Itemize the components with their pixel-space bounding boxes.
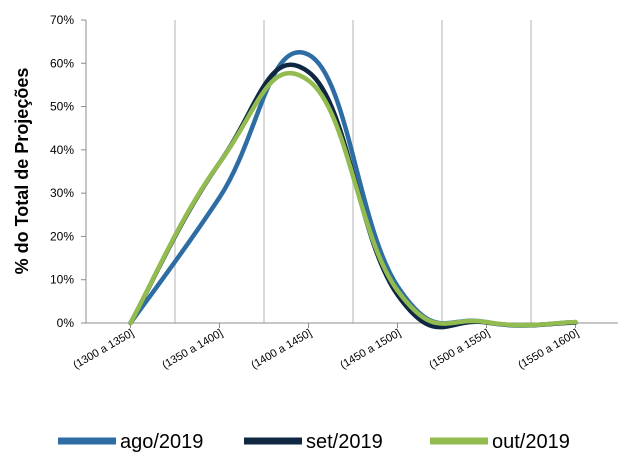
x-tick-label: (1450 a 1500] xyxy=(338,327,403,371)
legend-label-1: ago/2019 xyxy=(120,431,203,453)
y-tick-label: 50% xyxy=(50,100,74,114)
series-lines xyxy=(128,50,578,330)
y-tick-label: 0% xyxy=(57,316,75,330)
x-axis-ticks: (1300 a 1350] (1350 a 1400] (1400 a 1450] (… xyxy=(71,323,581,372)
y-axis-label: % do Total de Projeções xyxy=(12,68,32,275)
y-tick-label: 10% xyxy=(50,273,74,287)
series-line-3 xyxy=(128,71,578,328)
y-tick-label: 20% xyxy=(50,229,74,243)
y-tick-label: 70% xyxy=(50,13,74,27)
legend-label-2: set/2019 xyxy=(306,431,383,453)
legend: ago/2019 set/2019 out/2019 xyxy=(58,431,570,453)
y-tick-label: 40% xyxy=(50,143,74,157)
x-tick-label: (1350 a 1400] xyxy=(160,327,225,371)
y-axis-ticks: 0% 10% 20% 30% 40% 50% 60% 70% xyxy=(50,13,86,330)
y-tick-label: 30% xyxy=(50,186,74,200)
x-tick-label: (1550 a 1600] xyxy=(516,327,581,371)
legend-label-3: out/2019 xyxy=(492,431,570,453)
x-tick-label: (1500 a 1550] xyxy=(427,327,492,371)
x-tick-label: (1400 a 1450] xyxy=(249,327,314,371)
y-tick-label: 60% xyxy=(50,56,74,70)
x-tick-label: (1300 a 1350] xyxy=(71,327,136,371)
grid-lines xyxy=(174,20,532,323)
